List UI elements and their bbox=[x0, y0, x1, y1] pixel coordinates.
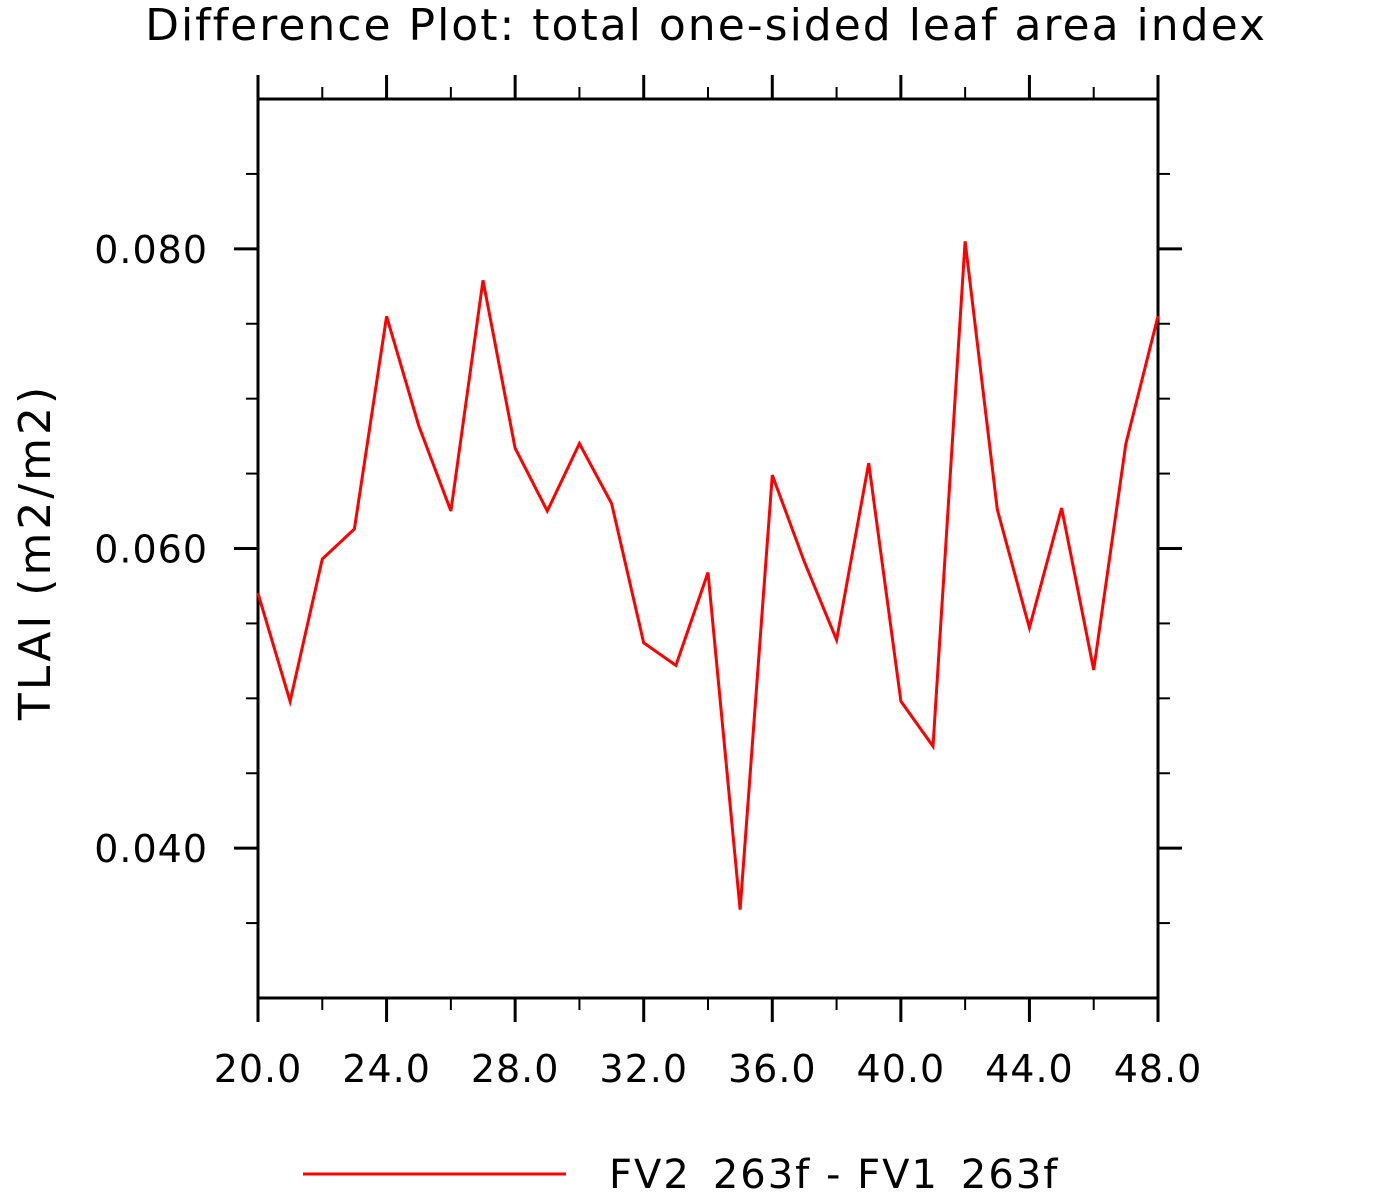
y-tick-label: 0.060 bbox=[94, 528, 208, 572]
x-tick-label: 36.0 bbox=[728, 1047, 817, 1091]
x-tick-label: 40.0 bbox=[857, 1047, 946, 1091]
series-line bbox=[256, 241, 1160, 910]
x-tick-label: 44.0 bbox=[985, 1047, 1074, 1091]
plot-frame bbox=[256, 97, 1160, 1000]
y-tick-label: 0.040 bbox=[94, 827, 208, 871]
legend-label: FV2_263f - FV1_263f bbox=[609, 1152, 1059, 1193]
x-tick-label: 28.0 bbox=[471, 1047, 560, 1091]
x-tick-label: 20.0 bbox=[214, 1047, 303, 1091]
x-tick-label: 24.0 bbox=[342, 1047, 431, 1091]
x-tick-label: 48.0 bbox=[1114, 1047, 1203, 1091]
plot-area: 20.0 24.0 28.0 32.0 36.0 40.0 44.0 48.0 0.040 0.0… bbox=[94, 75, 1203, 1091]
y-axis-label-group: TLAI (m2/m2) bbox=[10, 384, 61, 721]
x-tick-label: 32.0 bbox=[599, 1047, 688, 1091]
y-tick-label: 0.080 bbox=[94, 228, 208, 272]
chart-title: Difference Plot: total one-sided leaf ar… bbox=[145, 0, 1267, 51]
y-axis-label: TLAI (m2/m2) bbox=[10, 384, 61, 721]
